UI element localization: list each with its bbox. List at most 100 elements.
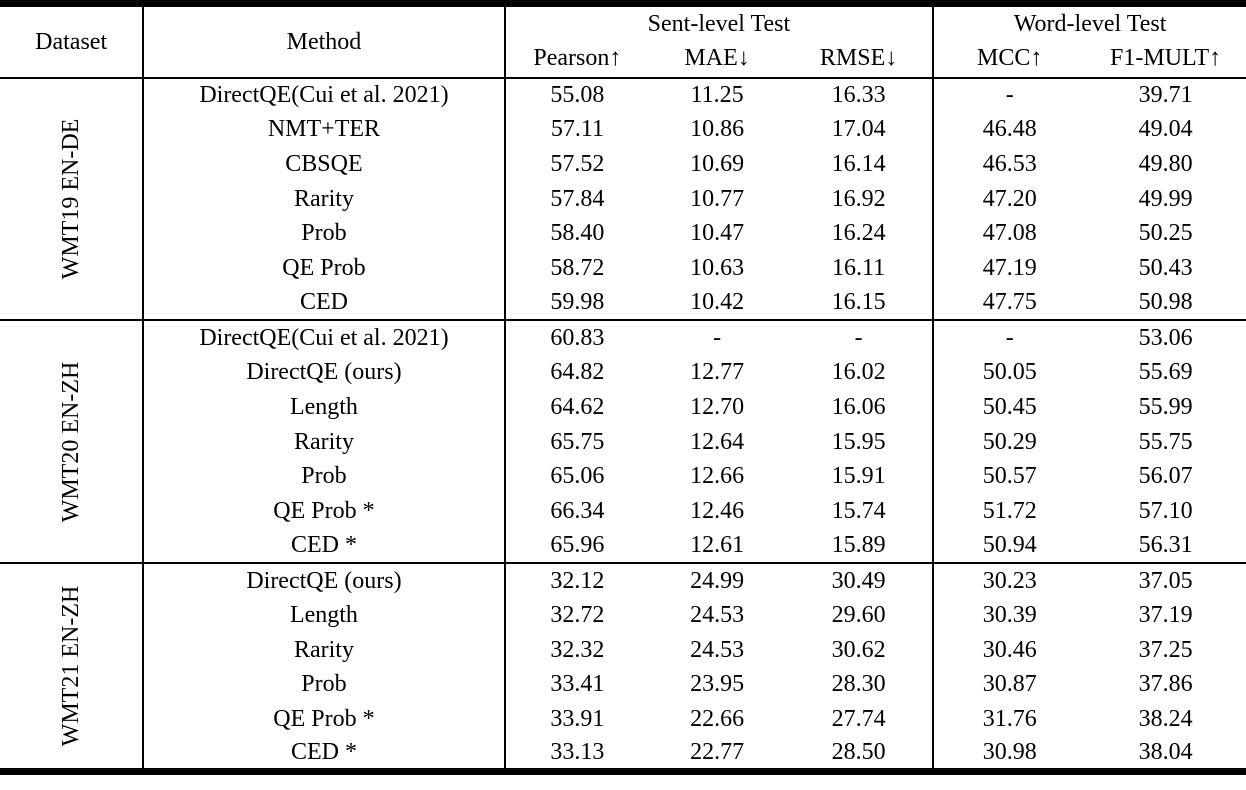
value-cell: 57.11 [503, 112, 650, 147]
value-cell: 55.69 [1138, 359, 1193, 386]
table-row: Prob 65.06 12.66 15.91 50.57 56.07 [0, 459, 1246, 494]
value-cell: 15.89 [831, 532, 886, 559]
dataset-cell: WMT21 EN-ZH [0, 563, 143, 771]
value-cell: 50.98 [1138, 289, 1193, 316]
value-cell: 50.57 [932, 459, 1086, 494]
table-row: CED 59.98 10.42 16.15 47.75 50.98 [0, 285, 1246, 321]
dataset-cell: WMT19 EN-DE [0, 78, 143, 321]
method-cell: Rarity [142, 181, 505, 217]
value-cell: 30.62 [831, 636, 886, 663]
value-cell: 16.14 [831, 151, 886, 178]
table-row: CED * 65.96 12.61 15.89 50.94 56.31 [0, 528, 1246, 564]
dataset-label: WMT21 EN-ZH [57, 585, 84, 747]
value-cell: 50.45 [932, 389, 1086, 425]
value-cell: - [932, 320, 1086, 355]
value-cell: 47.75 [932, 285, 1086, 321]
value-cell: 16.02 [831, 359, 886, 386]
col-header-pearson: Pearson↑ [503, 40, 650, 78]
table-row: WMT19 EN-DE DirectQE(Cui et al. 2021) 55.0… [0, 77, 1246, 279]
value-cell: 12.70 [690, 393, 745, 420]
value-cell: 56.07 [1138, 463, 1193, 490]
header-group-row: Dataset Method Sent-level Test Word-leve… [0, 3, 1246, 78]
value-cell: 37.25 [1138, 636, 1193, 663]
value-cell: 32.32 [503, 632, 650, 668]
value-cell: 22.66 [690, 706, 745, 733]
table-row: NMT+TER 57.11 10.86 17.04 46.48 49.04 [0, 112, 1246, 147]
value-cell: 11.25 [690, 82, 744, 109]
method-cell: Rarity [142, 424, 505, 460]
col-header-mae: MAE↓ [684, 45, 750, 72]
value-cell: 28.30 [831, 671, 886, 698]
value-cell: 30.23 [932, 563, 1086, 598]
table-row: QE Prob * 66.34 12.46 15.74 51.72 57.10 [0, 493, 1246, 529]
value-cell: 15.91 [831, 463, 886, 490]
value-cell: 55.75 [1138, 428, 1193, 455]
table-row: Length 64.62 12.70 16.06 50.45 55.99 [0, 389, 1246, 425]
value-cell: 64.82 [503, 355, 650, 390]
value-cell: 49.04 [1138, 116, 1193, 143]
value-cell: 24.53 [690, 636, 745, 663]
value-cell: 47.20 [932, 181, 1086, 217]
value-cell: 10.69 [690, 151, 745, 178]
value-cell: 65.06 [503, 459, 650, 494]
value-cell: 56.31 [1138, 532, 1193, 559]
value-cell: 46.48 [932, 112, 1086, 147]
method-cell: Rarity [142, 632, 505, 668]
method-cell: Prob [142, 459, 505, 494]
value-cell: 39.71 [1138, 82, 1193, 109]
col-header-rmse: RMSE↓ [819, 45, 898, 72]
value-cell: 10.86 [690, 116, 745, 143]
col-group-word-level: Word-level Test [932, 3, 1246, 41]
value-cell: - [713, 324, 722, 351]
table-row: DirectQE (ours) 64.82 12.77 16.02 50.05 55.69 [0, 355, 1246, 390]
col-header-method: Method [142, 3, 505, 78]
value-cell: 57.10 [1138, 497, 1193, 524]
method-cell: Length [142, 389, 505, 425]
value-cell: 50.94 [932, 528, 1086, 564]
value-cell: 16.92 [831, 185, 886, 212]
value-cell: 59.98 [503, 285, 650, 321]
value-cell: 28.50 [831, 738, 886, 765]
col-header-mcc: MCC↑ [932, 40, 1086, 78]
value-cell: 33.41 [503, 667, 650, 702]
table-row: Rarity 65.75 12.64 15.95 50.29 55.75 [0, 424, 1246, 460]
dataset-section: WMT21 EN-ZH DirectQE (ours) 32.12 24.99 30.4… [0, 563, 1246, 772]
method-cell: Prob [142, 667, 505, 702]
method-cell: CBSQE [142, 146, 505, 182]
method-cell: NMT+TER [142, 112, 505, 147]
value-cell: 10.47 [690, 220, 745, 247]
value-cell: 32.72 [503, 597, 650, 633]
col-header-dataset: Dataset [35, 28, 108, 55]
value-cell: 66.34 [503, 493, 650, 529]
value-cell: 60.83 [503, 320, 650, 355]
value-cell: 51.72 [932, 493, 1086, 529]
value-cell: 46.53 [932, 146, 1086, 182]
table-row: Length 32.72 24.53 29.60 30.39 37.19 [0, 597, 1246, 633]
value-cell: 65.96 [503, 528, 650, 564]
value-cell: 37.86 [1138, 671, 1193, 698]
method-cell: QE Prob [142, 250, 505, 286]
method-cell: QE Prob * [142, 701, 505, 737]
value-cell: 31.76 [932, 701, 1086, 737]
value-cell: 38.04 [1138, 738, 1193, 765]
value-cell: 65.75 [503, 424, 650, 460]
table-row: WMT21 EN-ZH DirectQE (ours) 32.12 24.99 30.4… [0, 563, 1246, 746]
dataset-cell: WMT20 EN-ZH [0, 320, 143, 563]
table-row: CED * 33.13 22.77 28.50 30.98 38.04 [0, 736, 1246, 772]
method-cell: DirectQE(Cui et al. 2021) [142, 77, 505, 113]
value-cell: 32.12 [503, 563, 650, 598]
value-cell: 53.06 [1138, 324, 1193, 351]
value-cell: 50.05 [932, 355, 1086, 390]
method-cell: Prob [142, 216, 505, 251]
value-cell: 58.40 [503, 216, 650, 251]
table-header: Dataset Method Sent-level Test Word-leve… [0, 3, 1246, 78]
method-cell: DirectQE (ours) [142, 563, 505, 598]
table-row: Rarity 32.32 24.53 30.62 30.46 37.25 [0, 632, 1246, 668]
value-cell: 57.84 [503, 181, 650, 217]
value-cell: - [932, 77, 1086, 113]
value-cell: 16.06 [831, 393, 886, 420]
value-cell: 15.95 [831, 428, 886, 455]
value-cell: 16.24 [831, 220, 886, 247]
method-cell: DirectQE(Cui et al. 2021) [142, 320, 505, 355]
